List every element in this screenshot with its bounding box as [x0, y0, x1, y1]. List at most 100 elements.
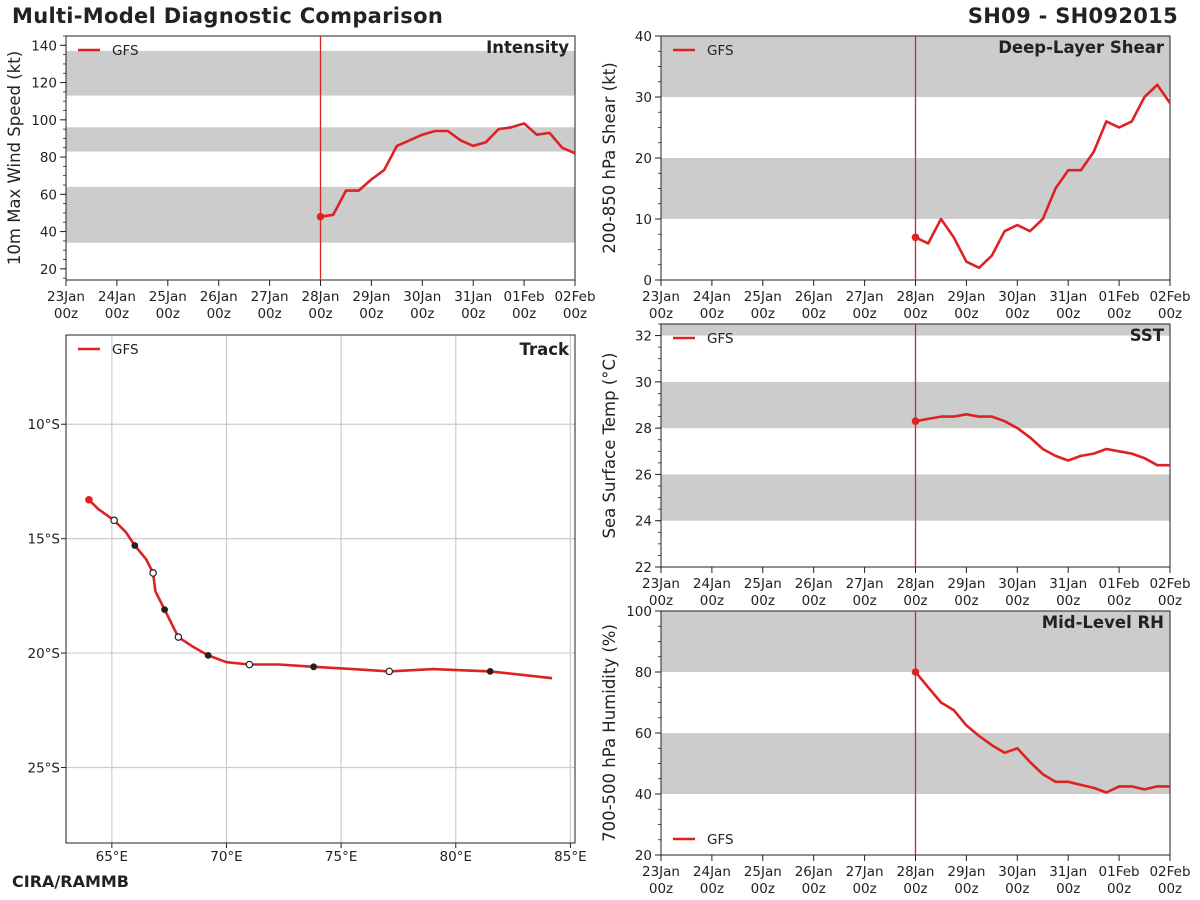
intensity-legend-label: GFS — [112, 43, 139, 59]
intensity-x-tick-label-date: 26Jan — [200, 289, 238, 305]
rh-x-tick-label-date: 24Jan — [693, 864, 731, 880]
track-filled-marker — [310, 663, 318, 671]
shear-x-tick-label-date: 23Jan — [642, 289, 680, 305]
shear-y-tick-label: 40 — [635, 29, 652, 45]
intensity-y-tick-label: 60 — [40, 187, 57, 203]
shear-y-axis-label: 200-850 hPa Shear (kt) — [600, 62, 619, 253]
track-open-marker — [149, 569, 157, 577]
intensity-y-axis-label: 10m Max Wind Speed (kt) — [5, 51, 24, 265]
sst-x-tick-label-date: 24Jan — [693, 576, 731, 592]
shear-x-tick-label-date: 02Feb — [1149, 289, 1190, 305]
intensity-x-tick-label-hour: 00z — [461, 306, 485, 322]
shear-y-tick-label: 10 — [635, 212, 652, 228]
rh-x-tick-label-date: 28Jan — [897, 864, 935, 880]
shear-x-tick-label-hour: 00z — [1056, 306, 1080, 322]
sst-x-tick-label-date: 01Feb — [1099, 576, 1140, 592]
sst-x-tick-label-date: 23Jan — [642, 576, 680, 592]
intensity-x-tick-label-date: 30Jan — [403, 289, 441, 305]
rh-title: Mid-Level RH — [1042, 613, 1164, 632]
rh-x-tick-label-date: 26Jan — [795, 864, 833, 880]
rh-y-axis-label: 700-500 hPa Humidity (%) — [600, 624, 619, 842]
track-open-marker — [245, 660, 254, 669]
intensity-x-tick-label-date: 25Jan — [149, 289, 187, 305]
track-open-marker — [174, 633, 183, 641]
sst-x-tick-label-hour: 00z — [1158, 593, 1182, 609]
rh-initial-point — [911, 668, 920, 676]
intensity-y-tick-label: 20 — [40, 262, 57, 278]
track-x-tick-label: 75°E — [325, 849, 357, 865]
track-x-tick-label: 85°E — [554, 849, 586, 865]
sst-x-tick-label-hour: 00z — [1056, 593, 1080, 609]
rh-y-tick-label: 60 — [635, 726, 652, 742]
intensity-x-tick-label-hour: 00z — [257, 306, 281, 322]
rh-x-tick-label-date: 29Jan — [947, 864, 985, 880]
rh-x-tick-label-hour: 00z — [903, 881, 927, 897]
shear-x-tick-label-date: 27Jan — [846, 289, 884, 305]
page-title: Multi-Model Diagnostic Comparison — [12, 4, 444, 28]
shear-chart: 01020304023Jan00z24Jan00z25Jan00z26Jan00… — [600, 29, 1191, 322]
intensity-y-tick-label: 100 — [31, 113, 57, 129]
rh-x-tick-label-hour: 00z — [1005, 881, 1029, 897]
intensity-series-line-gfs — [320, 122, 575, 218]
track-open-marker — [385, 667, 394, 676]
rh-x-tick-label-hour: 00z — [751, 881, 775, 897]
track-filled-marker — [486, 667, 494, 675]
track-x-tick-label: 70°E — [210, 849, 242, 865]
track-chart: 65°E 70°E 75°E 80°E 85°E 10°S 15°S 20°S 25°S Trac… — [28, 334, 587, 865]
sst-y-tick-label: 32 — [635, 329, 652, 345]
intensity-x-tick-label-hour: 00z — [359, 306, 383, 322]
sst-x-tick-label-hour: 00z — [649, 593, 673, 609]
shear-x-tick-label-date: 30Jan — [998, 289, 1036, 305]
intensity-y-tick-label: 40 — [40, 225, 57, 241]
track-x-tick-label: 80°E — [440, 849, 472, 865]
rh-x-tick-label-hour: 00z — [1107, 881, 1131, 897]
track-axes-frame — [65, 334, 576, 844]
rh-x-tick-label-date: 27Jan — [846, 864, 884, 880]
rh-x-tick-label-date: 01Feb — [1099, 864, 1140, 880]
track-initial-point — [85, 495, 93, 504]
sst-x-tick-label-hour: 00z — [802, 593, 826, 609]
sst-x-tick-label-hour: 00z — [700, 593, 724, 609]
intensity-chart: 2040608010012014023Jan00z24Jan00z25Jan00… — [5, 35, 596, 322]
intensity-x-tick-label-date: 23Jan — [47, 289, 85, 305]
rh-y-tick-label: 80 — [635, 665, 652, 681]
rh-y-tick-label: 20 — [635, 848, 652, 864]
sst-title: SST — [1130, 326, 1165, 345]
sst-x-tick-label-date: 29Jan — [947, 576, 985, 592]
sst-y-tick-label: 22 — [635, 560, 652, 576]
rh-x-tick-label-hour: 00z — [802, 881, 826, 897]
track-x-tick-label: 65°E — [96, 849, 128, 865]
sst-y-tick-label: 30 — [635, 375, 652, 391]
shear-x-tick-label-hour: 00z — [802, 306, 826, 322]
shear-x-tick-label-hour: 00z — [751, 306, 775, 322]
intensity-x-tick-label-date: 31Jan — [454, 289, 492, 305]
rh-x-tick-label-hour: 00z — [649, 881, 673, 897]
shear-x-tick-label-date: 26Jan — [795, 289, 833, 305]
rh-chart: 2040608010023Jan00z24Jan00z25Jan00z26Jan… — [600, 604, 1191, 897]
shear-y-tick-label: 0 — [643, 273, 652, 289]
intensity-x-tick-label-date: 02Feb — [554, 289, 595, 305]
rh-series-line-gfs — [914, 671, 1170, 794]
sst-legend-label: GFS — [707, 331, 734, 347]
intensity-initial-point — [316, 212, 325, 221]
rh-x-tick-label-date: 30Jan — [998, 864, 1036, 880]
shear-x-tick-label-hour: 00z — [1158, 306, 1182, 322]
rh-x-tick-label-date: 25Jan — [744, 864, 782, 880]
rh-x-tick-label-hour: 00z — [1158, 881, 1182, 897]
intensity-y-tick-label: 80 — [40, 150, 57, 166]
sst-initial-point — [911, 417, 920, 426]
sst-x-tick-label-date: 26Jan — [795, 576, 833, 592]
sst-y-tick-label: 24 — [635, 514, 652, 530]
sst-y-axis-label: Sea Surface Temp (°C) — [600, 353, 619, 539]
rh-legend-label: GFS — [707, 832, 734, 848]
intensity-x-tick-label-date: 24Jan — [98, 289, 136, 305]
shear-x-tick-label-hour: 00z — [700, 306, 724, 322]
shear-x-tick-label-hour: 00z — [1005, 306, 1029, 322]
shear-title: Deep-Layer Shear — [998, 38, 1165, 57]
sst-y-tick-label: 26 — [635, 467, 652, 483]
intensity-x-tick-label-hour: 00z — [156, 306, 180, 322]
shear-x-tick-label-hour: 00z — [954, 306, 978, 322]
sst-x-tick-label-hour: 00z — [1005, 593, 1029, 609]
intensity-y-tick-label: 120 — [31, 76, 57, 92]
track-open-marker — [110, 516, 118, 525]
